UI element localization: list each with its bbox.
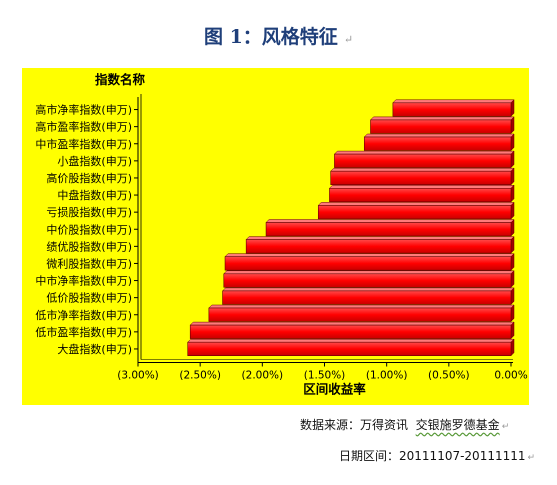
bar <box>363 136 512 151</box>
bar-side-face <box>510 201 515 220</box>
bar <box>189 324 512 339</box>
x-tick-label: (2.00%) <box>242 370 284 382</box>
x-tick-label: (0.50%) <box>428 370 470 382</box>
category-label: 高市净率指数(申万) <box>35 103 132 117</box>
bar-chart: 指数名称 (3.00%) (2.50%) (2.00%) (1.50%) (1.00%) (… <box>35 72 527 397</box>
bar-side-face <box>510 304 515 323</box>
bar-top-face <box>328 185 515 189</box>
category-label: 亏损股指数(申万) <box>46 205 132 219</box>
bar <box>208 307 512 322</box>
paragraph-mark-icon: ↵ <box>343 33 354 46</box>
bar-side-face <box>510 218 515 237</box>
category-label: 微利股指数(申万) <box>46 256 132 270</box>
category-label: 高价股指数(申万) <box>46 171 132 185</box>
bar-top-face <box>189 321 515 326</box>
source-name-1: 万得资讯 <box>360 418 409 432</box>
figure-title-text: 图 1：风格特征 <box>203 26 338 48</box>
bar-side-face <box>510 150 515 169</box>
bar-top-face <box>363 133 515 138</box>
category-label: 绩优股指数(申万) <box>46 239 132 253</box>
source-note: 数据来源：万得资讯 交银施罗德基金 ↵ <box>300 416 509 433</box>
x-tick-label: (1.50%) <box>304 370 346 382</box>
bar <box>370 119 512 134</box>
bar <box>329 188 512 203</box>
bar <box>224 256 512 271</box>
bar-side-face <box>510 116 515 135</box>
bar <box>334 153 512 168</box>
category-label: 中盘指数(申万) <box>57 188 132 202</box>
chart-area: 指数名称 (3.00%) (2.50%) (2.00%) (1.50%) (1.00%) (… <box>22 68 529 405</box>
bar-side-face <box>510 184 515 203</box>
bar-side-face <box>510 338 515 357</box>
figure-title: 图 1：风格特征 ↵ <box>0 22 557 49</box>
bar-side-face <box>510 321 515 340</box>
x-axis-title: 区间收益率 <box>303 382 366 397</box>
x-tick-label: (3.00%) <box>117 370 159 382</box>
bar-top-face <box>330 167 515 172</box>
x-tick-label: (2.50%) <box>179 370 221 382</box>
bar-side-face <box>510 287 515 306</box>
bar-top-face <box>221 287 515 292</box>
category-label: 大盘指数(申万) <box>57 342 132 356</box>
date-range: 20111107-20111111 <box>399 449 526 463</box>
bar-top-face <box>224 253 515 257</box>
bar-top-face <box>223 270 515 275</box>
x-tick-label: (1.00%) <box>366 370 408 382</box>
bar <box>223 273 512 288</box>
bar-side-face <box>510 253 515 271</box>
category-label: 中价股指数(申万) <box>46 222 132 236</box>
bar-side-face <box>510 99 515 117</box>
source-label: 数据来源： <box>300 418 361 432</box>
category-label: 小盘指数(申万) <box>57 154 132 168</box>
bar <box>317 205 512 220</box>
bar-side-face <box>510 133 515 152</box>
bar <box>222 290 512 305</box>
category-label: 低市净率指数(申万) <box>35 308 132 322</box>
bar <box>330 170 512 185</box>
bar-side-face <box>510 270 515 288</box>
bar-top-face <box>369 116 515 121</box>
paragraph-mark-icon: ↵ <box>501 422 510 432</box>
bar-top-face <box>187 338 515 343</box>
bar-top-face <box>317 202 515 206</box>
category-label: 低市盈率指数(申万) <box>35 325 132 339</box>
bar <box>265 222 512 237</box>
paragraph-mark-icon: ↵ <box>527 453 536 463</box>
bar-top-face <box>245 236 515 240</box>
bar <box>245 239 512 254</box>
bar-top-face <box>333 150 515 155</box>
bar <box>187 341 512 357</box>
bar-side-face <box>510 167 515 186</box>
x-tick-label: 0.00% <box>494 370 527 382</box>
category-label: 中市净率指数(申万) <box>35 274 132 288</box>
bar-top-face <box>208 304 515 309</box>
bar <box>392 102 512 117</box>
bar-top-face <box>392 99 515 104</box>
bar-top-face <box>265 219 515 223</box>
date-label: 日期区间： <box>339 449 400 463</box>
source-name-2: 交银施罗德基金 <box>415 418 500 432</box>
legend-title: 指数名称 <box>95 72 146 87</box>
date-note: 日期区间：20111107-20111111 ↵ <box>339 447 535 464</box>
bar-side-face <box>510 235 515 254</box>
category-label: 低价股指数(申万) <box>46 291 132 305</box>
category-label: 高市盈率指数(申万) <box>35 120 132 134</box>
category-label: 中市盈率指数(申万) <box>35 137 132 151</box>
